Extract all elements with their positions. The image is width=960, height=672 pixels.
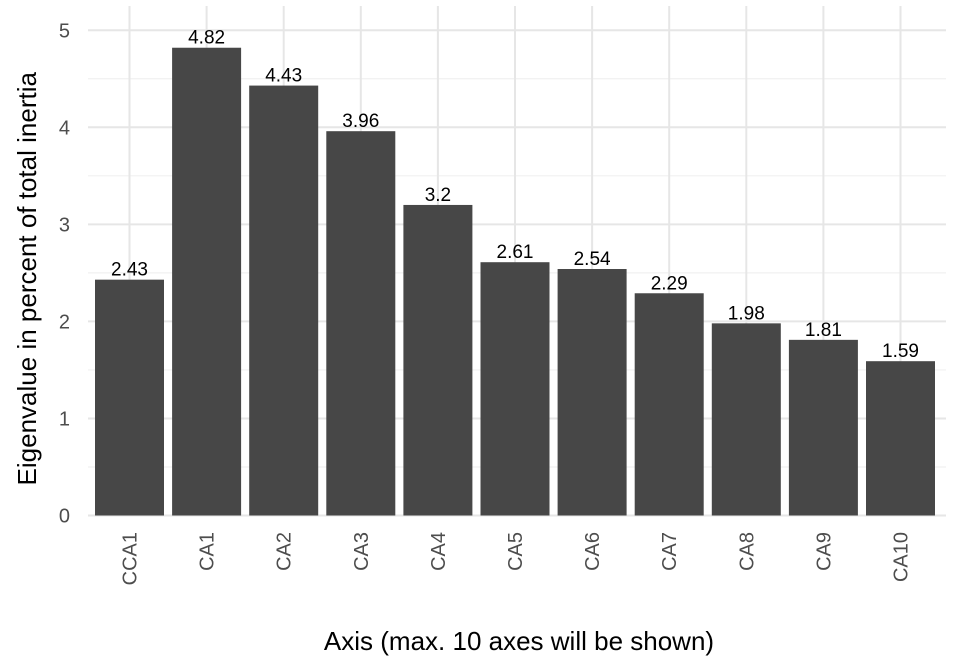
x-tick-label: CA6 <box>582 532 604 571</box>
x-tick-label: CA9 <box>813 532 835 571</box>
bar-ca5 <box>480 262 550 516</box>
y-axis-title: Eigenvalue in percent of total inertia <box>12 72 42 486</box>
x-axis-title: Axis (max. 10 axes will be shown) <box>324 626 714 656</box>
x-tick-label: CA5 <box>505 532 527 571</box>
x-tick-label: CA1 <box>197 532 219 571</box>
x-tick-label: CA4 <box>428 532 450 571</box>
bar-value-label: 2.54 <box>574 249 611 270</box>
bar-value-label: 1.98 <box>728 303 765 324</box>
bar-ca1 <box>172 47 242 516</box>
x-tick-label: CA10 <box>891 532 913 582</box>
bar-value-label: 4.82 <box>188 28 225 49</box>
x-tick-label: CA8 <box>736 532 758 571</box>
bar-ca2 <box>249 85 319 516</box>
x-tick-label: CCA1 <box>120 532 142 585</box>
y-tick-label: 2 <box>59 311 70 333</box>
bar-value-label: 2.43 <box>111 260 148 281</box>
bar-ca10 <box>866 361 935 516</box>
bar-ca3 <box>326 131 396 516</box>
y-axis-ticks: 0 1 2 3 4 5 <box>59 20 70 527</box>
y-tick-label: 5 <box>59 20 70 42</box>
bar-value-label: 2.61 <box>497 242 534 263</box>
bar-value-label: 2.29 <box>651 273 688 294</box>
bar-ca7 <box>634 293 704 516</box>
bar-ca8 <box>711 323 781 516</box>
bar-ca4 <box>403 204 473 516</box>
bar-labels-layer: 2.43 4.82 4.43 3.96 3.2 2.61 2.54 2.29 1.98 1.81 1… <box>111 28 919 362</box>
bar-ca9 <box>788 339 858 516</box>
bar-value-label: 4.43 <box>265 66 302 87</box>
bars-layer <box>95 47 935 516</box>
x-tick-label: CA2 <box>274 532 296 571</box>
x-tick-label: CA3 <box>351 532 373 571</box>
x-axis-ticks: CCA1 CA1 CA2 CA3 CA4 CA5 CA6 CA7 CA8 CA9 CA10 <box>120 532 913 585</box>
bar-value-label: 1.59 <box>882 341 919 362</box>
bar-cca1 <box>95 279 164 516</box>
y-tick-label: 0 <box>59 506 70 528</box>
y-tick-label: 1 <box>59 408 70 430</box>
bar-ca6 <box>557 268 627 516</box>
bar-value-label: 1.81 <box>805 320 842 341</box>
y-tick-label: 4 <box>59 117 70 139</box>
y-tick-label: 3 <box>59 214 70 236</box>
bar-value-label: 3.96 <box>342 111 379 132</box>
x-tick-label: CA7 <box>659 532 681 571</box>
bar-value-label: 3.2 <box>425 185 451 206</box>
